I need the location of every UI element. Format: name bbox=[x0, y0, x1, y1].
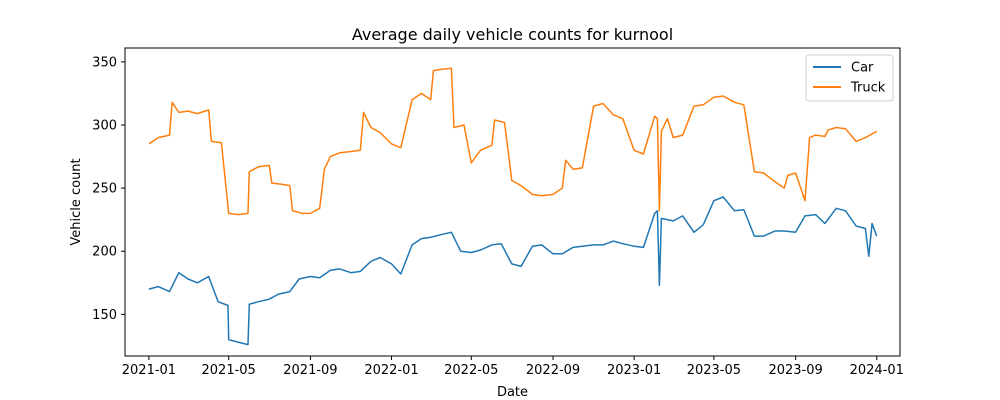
series-line-car bbox=[148, 196, 878, 346]
x-tick-label: 2022-05 bbox=[444, 363, 498, 378]
series-line-truck bbox=[148, 67, 878, 216]
y-tick-label: 200 bbox=[92, 245, 117, 260]
y-tick-label: 350 bbox=[92, 55, 117, 70]
y-tick-label: 250 bbox=[92, 182, 117, 197]
x-tick-label: 2023-09 bbox=[768, 363, 822, 378]
x-tick-label: 2021-09 bbox=[283, 363, 337, 378]
chart-title: Average daily vehicle counts for kurnool bbox=[352, 25, 673, 44]
y-axis-ticks: 150 200 250 300 350 bbox=[92, 55, 125, 323]
x-tick-label: 2023-01 bbox=[607, 363, 661, 378]
plot-lines bbox=[148, 67, 878, 346]
y-axis-label: Vehicle count bbox=[69, 158, 84, 245]
legend-label-car: Car bbox=[851, 61, 874, 76]
x-axis-label: Date bbox=[497, 385, 528, 400]
x-tick-label: 2021-01 bbox=[122, 363, 176, 378]
plot-frame bbox=[124, 47, 901, 357]
x-tick-label: 2022-09 bbox=[526, 363, 580, 378]
x-axis-ticks: 2021-01 2021-05 2021-09 2022-01 2022-05 2022-… bbox=[122, 356, 904, 378]
x-tick-label: 2024-01 bbox=[850, 363, 904, 378]
legend: Car Truck bbox=[805, 54, 894, 102]
x-tick-label: 2021-05 bbox=[202, 363, 256, 378]
x-tick-label: 2022-01 bbox=[364, 363, 418, 378]
legend-label-truck: Truck bbox=[850, 81, 886, 96]
x-tick-label: 2023-05 bbox=[687, 363, 741, 378]
y-tick-label: 150 bbox=[92, 308, 117, 323]
y-tick-label: 300 bbox=[92, 119, 117, 134]
